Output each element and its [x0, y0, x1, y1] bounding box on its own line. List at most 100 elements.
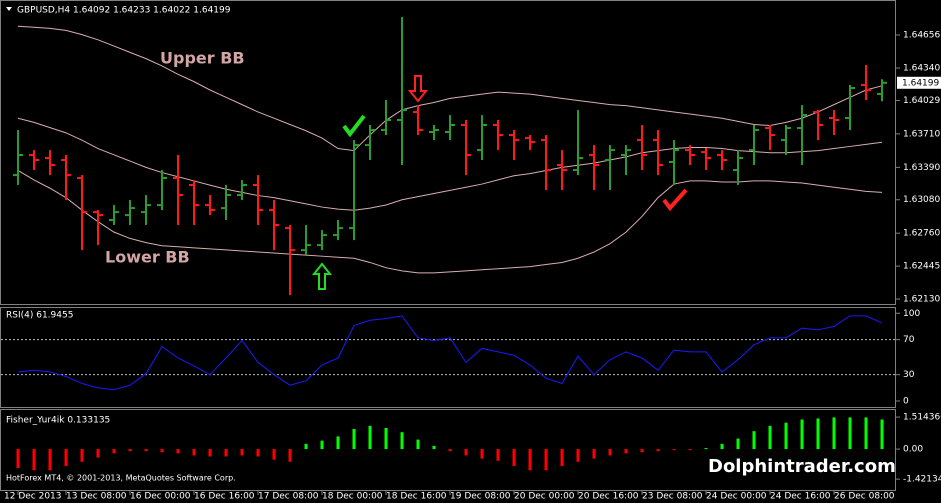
y-tick-label: 1.62130: [903, 295, 940, 305]
x-tick-label: 13 Dec 08:00: [66, 492, 127, 502]
fisher-bar: [96, 449, 100, 458]
price-tag: [897, 76, 941, 89]
x-tick-label: 16 Dec 16:00: [194, 492, 255, 502]
y-tick-label: 1.62445: [903, 262, 940, 272]
rsi-frame: [0, 307, 896, 408]
x-tick-label: 18 Dec 16:00: [386, 492, 447, 502]
fisher-bar: [160, 449, 164, 453]
x-tick-label: 26 Dec 08:00: [834, 492, 895, 502]
price-tag-label: 1.64199: [902, 78, 939, 88]
fisher-bar: [512, 449, 516, 467]
fisher-bar: [240, 449, 244, 456]
y-tick-label: 70: [903, 335, 915, 345]
fisher-bar: [704, 448, 708, 450]
fisher-bar: [784, 422, 788, 450]
rsi-line: [17, 315, 883, 391]
fisher-bar: [368, 425, 372, 450]
rsi-title: RSI(4) 61.9455: [6, 311, 73, 321]
x-tick-label: 12 Dec 2013: [4, 492, 62, 502]
fisher-bar: [384, 427, 388, 450]
fisher-bar: [736, 438, 740, 450]
fisher-bar: [112, 449, 116, 454]
x-tick-label: 20 Dec 16:00: [578, 492, 639, 502]
fisher-bar: [816, 418, 820, 450]
fisher-bar: [32, 449, 36, 471]
fisher-bar: [768, 425, 772, 450]
fisher-bar: [656, 449, 660, 452]
fisher-bar: [608, 449, 612, 456]
fisher-bar: [416, 439, 420, 450]
fisher-bar: [16, 449, 20, 469]
fisher-bar: [80, 449, 84, 462]
fisher-bar: [288, 449, 292, 462]
fisher-title: Fisher_Yur4ik 0.133135: [6, 416, 110, 426]
y-tick-label: 100: [903, 309, 920, 319]
fisher-bar: [720, 443, 724, 450]
fisher-bar: [576, 449, 580, 462]
fisher-frame: [0, 409, 896, 491]
fisher-bar: [672, 449, 676, 451]
annotation: Upper BB: [160, 49, 245, 68]
fisher-bar: [592, 449, 596, 459]
y-tick-label: 1.63390: [903, 163, 940, 173]
y-tick-label: 1.64029: [903, 96, 940, 106]
fisher-bar: [320, 440, 324, 450]
fisher-bar: [752, 431, 756, 450]
fisher-bar: [176, 449, 180, 454]
menu-triangle: [6, 7, 12, 11]
check-mark: [662, 188, 688, 212]
y-tick-label: 1.63710: [903, 129, 940, 139]
y-tick-label: 1.62760: [903, 229, 940, 239]
fisher-bar: [560, 449, 564, 467]
x-tick-label: 17 Dec 08:00: [258, 492, 319, 502]
up-arrow: [311, 262, 333, 290]
fisher-bar: [800, 419, 804, 450]
fisher-bar: [272, 449, 276, 460]
x-tick-label: 16 Dec 00:00: [130, 492, 191, 502]
watermark: Dolphintrader.com: [708, 456, 896, 477]
bollinger-band: [17, 25, 883, 152]
fisher-bar: [48, 449, 52, 471]
fisher-bar: [256, 449, 260, 457]
chart-title: GBPUSD,H4 1.64092 1.64233 1.64022 1.6419…: [17, 6, 231, 16]
x-tick-label: 19 Dec 08:00: [450, 492, 511, 502]
fisher-bar: [864, 417, 868, 450]
fisher-bar: [624, 449, 628, 454]
fisher-bar: [848, 417, 852, 450]
fisher-bar: [880, 419, 884, 450]
x-tick-label: 18 Dec 00:00: [322, 492, 383, 502]
y-tick-label: 0: [903, 396, 909, 406]
copyright: HotForex MT4, © 2001-2013, MetaQuotes So…: [6, 474, 236, 483]
fisher-bar: [480, 449, 484, 459]
x-tick-label: 24 Dec 00:00: [706, 492, 767, 502]
fisher-bar: [688, 449, 692, 451]
check-mark: [342, 114, 366, 138]
fisher-bar: [208, 449, 212, 457]
annotation: Lower BB: [105, 248, 190, 267]
fisher-bar: [352, 429, 356, 450]
y-tick-label: 1.64656: [903, 31, 940, 41]
down-arrow: [407, 75, 429, 103]
fisher-bar: [544, 449, 548, 471]
y-tick-label: 1.63080: [903, 195, 940, 205]
fisher-bar: [144, 449, 148, 452]
y-tick-label: 30: [903, 370, 915, 380]
fisher-bar: [400, 432, 404, 450]
fisher-bar: [304, 443, 308, 450]
fisher-bar: [496, 449, 500, 461]
fisher-bar: [432, 445, 436, 450]
x-tick-label: 24 Dec 16:00: [770, 492, 831, 502]
fisher-bar: [336, 436, 340, 450]
y-tick-label: 0.00: [903, 445, 923, 455]
fisher-bar: [464, 449, 468, 456]
y-tick-label: 1.64340: [903, 64, 940, 74]
x-tick-label: 20 Dec 00:00: [514, 492, 575, 502]
fisher-bar: [640, 449, 644, 453]
fisher-bar: [64, 449, 68, 467]
fisher-bar: [128, 449, 132, 452]
fisher-bar: [528, 449, 532, 471]
x-tick-label: 23 Dec 08:00: [642, 492, 703, 502]
fisher-bar: [224, 449, 228, 457]
